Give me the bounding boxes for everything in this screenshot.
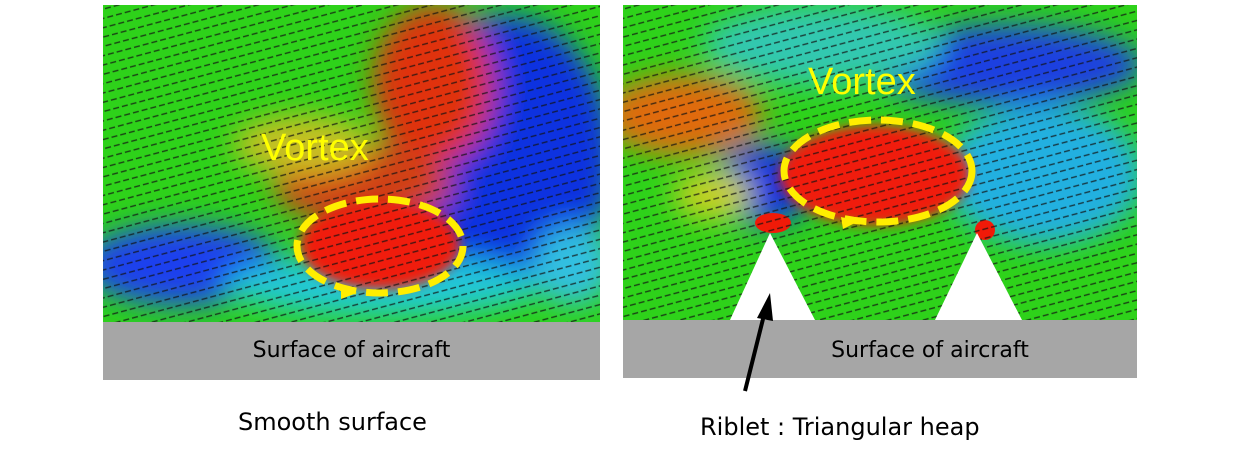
vortex-label: Vortex — [261, 127, 369, 169]
riblet-caption: Riblet : Triangular heap — [700, 413, 980, 441]
rotation-arrow-icon — [341, 288, 357, 299]
aircraft-surface: Surface of aircraft — [623, 320, 1137, 378]
riblet-triangle — [935, 233, 1022, 320]
rotation-arrow-icon — [841, 217, 859, 229]
vortex-outline — [293, 195, 467, 297]
smooth-surface-caption: Smooth surface — [238, 408, 427, 436]
riblet-surface-panel: Vortex Surface of aircraft — [623, 5, 1137, 378]
riblet-triangle — [730, 233, 815, 320]
vortex-outline — [780, 116, 976, 226]
vortex-label: Vortex — [808, 61, 916, 103]
riblet-flow-field — [623, 5, 1137, 320]
aircraft-surface: Surface of aircraft — [103, 322, 600, 380]
smooth-flow-field — [103, 5, 600, 322]
smooth-surface-panel: Vortex Surface of aircraft — [103, 5, 600, 380]
